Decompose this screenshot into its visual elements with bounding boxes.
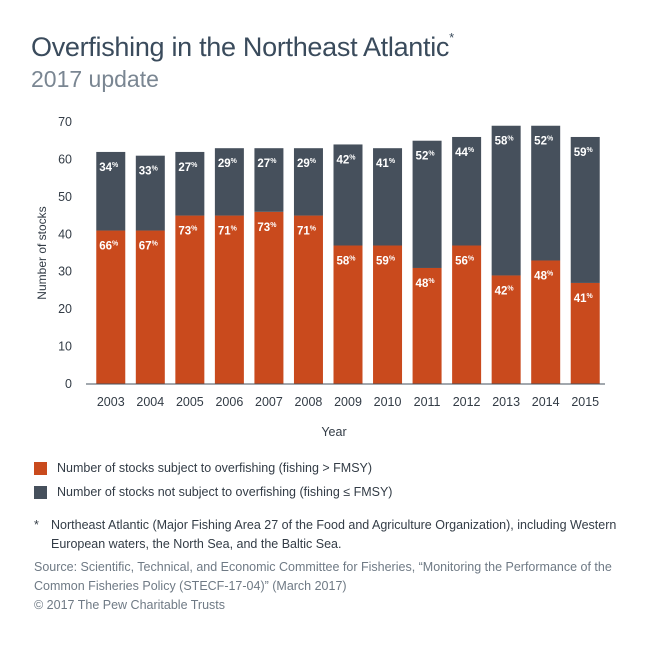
bar-segment-not-overfished xyxy=(570,136,600,283)
data-label-percent: % xyxy=(270,222,277,229)
legend-label-not-overfished: Number of stocks not subject to overfish… xyxy=(57,485,393,499)
x-axis-title: Year xyxy=(321,425,346,439)
footnote-text: Northeast Atlantic (Major Fishing Area 2… xyxy=(51,518,617,551)
y-tick-label: 50 xyxy=(58,190,72,204)
x-tick-label: 2013 xyxy=(492,395,520,409)
bar-segment-not-overfished xyxy=(96,151,126,231)
y-tick-label: 70 xyxy=(58,115,72,129)
bar-segment-overfished xyxy=(135,230,165,384)
data-label-percent: % xyxy=(587,147,594,154)
bar-segment-overfished xyxy=(175,215,205,384)
x-tick-label: 2010 xyxy=(374,395,402,409)
bar-segment-overfished xyxy=(254,211,284,384)
footnote: * Northeast Atlantic (Major Fishing Area… xyxy=(34,516,619,554)
data-label-percent: % xyxy=(112,162,119,169)
data-label-percent: % xyxy=(152,166,159,173)
bar-segment-not-overfished xyxy=(491,125,521,276)
bar-segment-not-overfished xyxy=(333,144,363,246)
footnote-marker: * xyxy=(34,518,39,532)
data-label-percent: % xyxy=(547,270,554,277)
bar-segment-overfished xyxy=(96,230,126,384)
data-label-percent: % xyxy=(547,136,554,143)
data-label-percent: % xyxy=(191,162,198,169)
bar-segment-not-overfished xyxy=(412,140,442,268)
x-tick-label: 2012 xyxy=(453,395,481,409)
y-tick-label: 60 xyxy=(58,152,72,166)
bar-segment-overfished xyxy=(214,215,244,384)
legend-swatch-overfished xyxy=(34,461,47,475)
bar-segment-overfished xyxy=(491,275,521,384)
data-label-percent: % xyxy=(389,256,396,263)
chart-title: Overfishing in the Northeast Atlantic* xyxy=(31,30,454,62)
source-note: Source: Scientific, Technical, and Econo… xyxy=(34,560,612,593)
x-tick-label: 2009 xyxy=(334,395,362,409)
data-label-percent: % xyxy=(587,293,594,300)
copyright: © 2017 The Pew Charitable Trusts xyxy=(34,598,226,612)
bar-segment-not-overfished xyxy=(452,136,482,246)
y-tick-label: 40 xyxy=(58,227,72,241)
bar-segment-not-overfished xyxy=(373,148,403,246)
data-label-percent: % xyxy=(310,226,317,233)
bar-segment-not-overfished xyxy=(254,148,284,212)
x-tick-label: 2014 xyxy=(532,395,560,409)
x-tick-label: 2008 xyxy=(295,395,323,409)
bar-segment-not-overfished xyxy=(175,151,205,216)
data-label-percent: % xyxy=(468,256,475,263)
data-label-percent: % xyxy=(428,151,435,158)
legend-swatch-not-overfished xyxy=(34,485,47,499)
title-footnote-marker: * xyxy=(449,30,454,45)
data-label-percent: % xyxy=(191,226,198,233)
data-label-percent: % xyxy=(270,158,277,165)
data-label-percent: % xyxy=(349,256,356,263)
bar-segment-overfished xyxy=(531,260,561,384)
data-label-percent: % xyxy=(310,158,317,165)
legend-label-overfished: Number of stocks subject to overfishing … xyxy=(57,461,373,475)
bar-segment-not-overfished xyxy=(214,148,244,216)
data-label-percent: % xyxy=(428,278,435,285)
legend-item-overfished: Number of stocks subject to overfishing … xyxy=(34,460,372,476)
bar-segment-overfished xyxy=(293,215,323,384)
data-label-percent: % xyxy=(231,158,238,165)
chart-subtitle: 2017 update xyxy=(31,66,159,92)
data-label-percent: % xyxy=(468,147,475,154)
y-tick-label: 30 xyxy=(58,265,72,279)
bar-segment-overfished xyxy=(373,245,403,384)
x-tick-label: 2011 xyxy=(414,395,441,409)
data-label-percent: % xyxy=(231,226,238,233)
y-tick-label: 0 xyxy=(65,377,72,391)
data-label-percent: % xyxy=(349,154,356,161)
x-tick-label: 2005 xyxy=(176,395,204,409)
bar-segment-not-overfished xyxy=(135,155,165,231)
x-tick-label: 2006 xyxy=(215,395,243,409)
x-tick-label: 2007 xyxy=(255,395,283,409)
x-tick-label: 2003 xyxy=(97,395,125,409)
data-label-percent: % xyxy=(507,136,514,143)
data-label-percent: % xyxy=(389,158,396,165)
x-tick-label: 2015 xyxy=(571,395,599,409)
bar-segment-overfished xyxy=(333,245,363,384)
data-label-percent: % xyxy=(152,241,159,248)
y-axis-title: Number of stocks xyxy=(35,206,49,299)
y-tick-label: 10 xyxy=(58,340,72,354)
y-tick-label: 20 xyxy=(58,302,72,316)
bar-segment-overfished xyxy=(570,282,600,384)
bar-segment-overfished xyxy=(412,267,442,384)
bar-segment-overfished xyxy=(452,245,482,384)
data-label-percent: % xyxy=(507,285,514,292)
bar-segment-not-overfished xyxy=(293,148,323,216)
bar-segment-not-overfished xyxy=(531,125,561,261)
x-tick-label: 2004 xyxy=(136,395,164,409)
legend-item-not-overfished: Number of stocks not subject to overfish… xyxy=(34,484,392,500)
data-label-percent: % xyxy=(112,241,119,248)
